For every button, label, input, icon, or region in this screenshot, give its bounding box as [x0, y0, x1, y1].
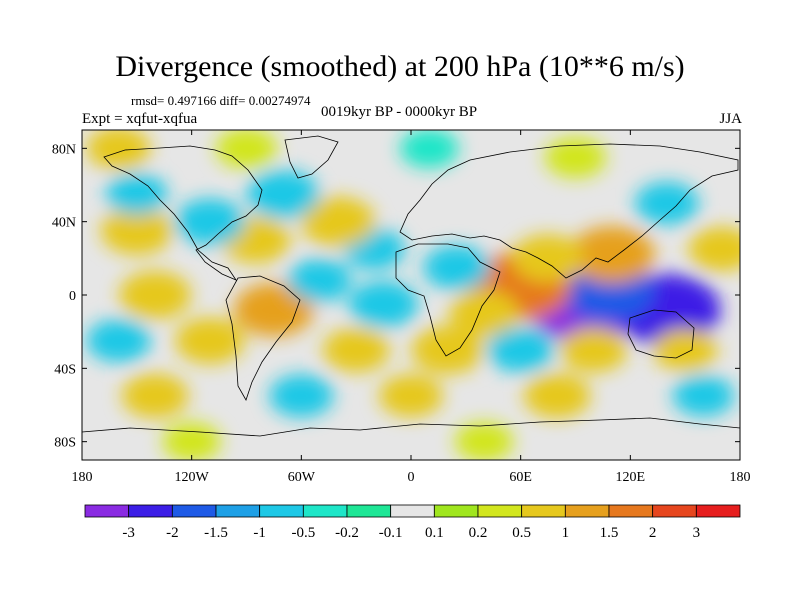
field-blob: [246, 170, 320, 219]
south-america-coast: [225, 275, 301, 401]
field-blob: [511, 234, 585, 283]
lon-tick-label: 60W: [288, 470, 316, 485]
lat-tick-label: 80S: [54, 436, 76, 451]
colorbar-swatch: [171, 504, 217, 518]
field-blob: [423, 245, 491, 290]
colorbar-label: -0.5: [291, 525, 315, 541]
field-blob: [544, 137, 607, 178]
field-blob: [215, 130, 278, 169]
colorbar-swatch: [259, 504, 304, 518]
field-blob: [560, 327, 628, 373]
field-blob: [100, 206, 173, 255]
colorbar-swatch: [477, 504, 523, 518]
colorbar-label: -2: [166, 525, 179, 541]
colorbar-swatch: [215, 504, 261, 518]
field-blob: [348, 280, 419, 328]
map-axes: 80N 40N 0 40S 80S 180 120W 60W 0 60E 120E 180: [52, 130, 751, 485]
field-blob: [454, 422, 514, 460]
lon-tick-label: 120E: [616, 470, 646, 485]
field-blob: [688, 226, 740, 272]
colorbar-label: 0.1: [425, 525, 444, 541]
field-blob: [118, 270, 192, 320]
divergence-field: [86, 130, 740, 460]
field-blob: [175, 198, 245, 245]
africa-coast: [395, 243, 501, 357]
field-blob: [175, 317, 245, 365]
colorbar-label: 1.5: [600, 525, 619, 541]
colorbar-swatch: [302, 504, 348, 518]
field-blob: [121, 373, 189, 419]
field-blob: [300, 196, 376, 247]
europe-asia-coast: [399, 143, 739, 279]
colorbar-swatch: [652, 504, 697, 518]
rmsd-diff-stats: rmsd= 0.497166 diff= 0.00274974: [131, 93, 311, 108]
lon-tick-label: 180: [730, 470, 751, 485]
colorbar-label: 2: [649, 525, 657, 541]
coastlines: [82, 135, 740, 437]
field-blob: [569, 226, 655, 284]
field-blob: [653, 328, 718, 372]
colorbar-label: 3: [693, 525, 701, 541]
field-blob: [287, 258, 352, 302]
field-blob: [233, 282, 315, 337]
colorbar-label: -0.2: [335, 525, 359, 541]
greenland-coast: [284, 135, 339, 179]
colorbar-swatch: [84, 504, 130, 518]
colorbar-swatch: [128, 504, 173, 518]
colorbar-label: 1: [562, 525, 570, 541]
field-blob: [399, 130, 459, 168]
antarctica-coast: [82, 417, 740, 437]
colorbar-swatch: [346, 504, 392, 518]
field-blob: [523, 373, 591, 419]
colorbar-swatch: [390, 504, 435, 518]
field-blob: [672, 375, 735, 417]
colorbar-label: -1: [253, 525, 266, 541]
lat-tick-label: 40S: [54, 362, 76, 377]
field-blob: [269, 374, 334, 418]
lat-tick-label: 0: [69, 289, 76, 304]
lon-tick-label: 60E: [509, 470, 532, 485]
colorbar: -3 -2 -1.5 -1 -0.5 -0.2 -0.1 0.1 0.2 0.5 1 1.5 2 3: [84, 504, 741, 541]
colorbar-swatch: [564, 504, 610, 518]
field-blob: [86, 130, 151, 170]
field-blob: [634, 181, 699, 225]
time-period-label: 0019kyr BP - 0000kyr BP: [321, 104, 478, 120]
north-america-coast: [103, 145, 263, 281]
season-label: JJA: [719, 111, 742, 127]
experiment-label: Expt = xqfut-xqfua: [82, 111, 198, 127]
colorbar-label: 0.2: [469, 525, 488, 541]
field-blob: [106, 173, 168, 215]
field-blob: [449, 290, 519, 337]
field-blob: [86, 319, 151, 363]
colorbar-swatch: [608, 504, 654, 518]
colorbar-swatch: [521, 504, 566, 518]
field-blob: [162, 422, 222, 460]
plot-title: Divergence (smoothed) at 200 hPa (10**6 …: [115, 50, 685, 83]
lon-tick-label: 120W: [175, 470, 210, 485]
colorbar-label: -3: [122, 525, 135, 541]
field-blob: [378, 374, 444, 418]
australia-coast: [627, 309, 695, 359]
lat-tick-label: 40N: [52, 216, 76, 231]
colorbar-swatch: [433, 504, 479, 518]
field-blob: [487, 327, 555, 373]
lon-tick-label: 180: [72, 470, 93, 485]
colorbar-label: -0.1: [379, 525, 403, 541]
colorbar-label: 0.5: [512, 525, 531, 541]
field-blob: [411, 325, 484, 375]
lat-tick-label: 80N: [52, 142, 76, 157]
field-blob: [322, 327, 390, 373]
colorbar-label: -1.5: [204, 525, 228, 541]
colorbar-swatch: [695, 504, 741, 518]
lon-tick-label: 0: [408, 470, 415, 485]
